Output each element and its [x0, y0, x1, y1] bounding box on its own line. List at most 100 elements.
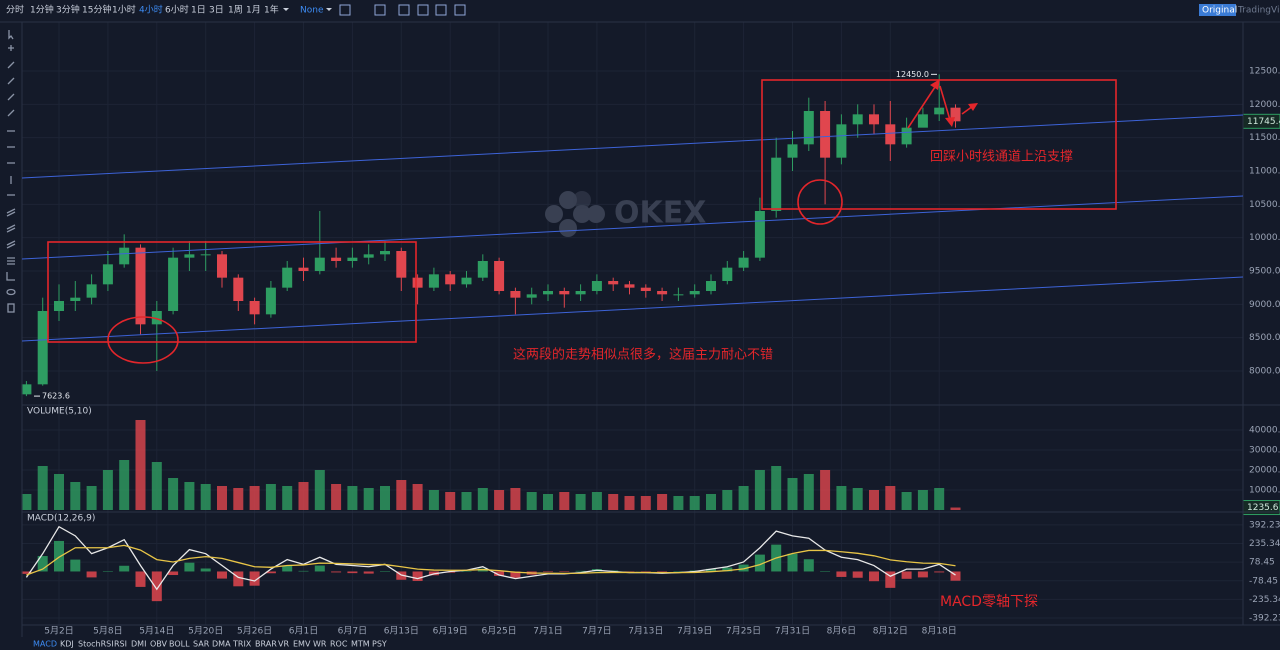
tool-icon[interactable] [7, 77, 15, 85]
volume-bar [917, 490, 928, 510]
volume-bar [591, 492, 602, 510]
macd-histogram-bar [347, 571, 358, 574]
candle-body [249, 301, 260, 315]
interval-button[interactable]: 6小时 [165, 4, 189, 16]
y-tick-label: 30000.00 [1249, 446, 1280, 456]
style-select[interactable]: None [300, 6, 324, 16]
indicator-tab[interactable]: PSY [372, 640, 387, 649]
candle-body [102, 264, 113, 285]
indicator-tab[interactable]: MTM [351, 640, 370, 649]
interval-button[interactable]: 3分钟 [56, 4, 80, 16]
interval-button[interactable]: 1周 [228, 5, 243, 16]
dropdown-caret[interactable] [283, 8, 289, 11]
tool-icon[interactable] [8, 30, 14, 40]
dropdown-caret[interactable] [326, 8, 332, 11]
highlight-box [47, 241, 417, 343]
x-tick-label: 6月13日 [384, 626, 419, 637]
tool-icon[interactable] [6, 208, 16, 217]
volume-bar [852, 488, 863, 510]
indicator-tab[interactable]: ROC [330, 640, 348, 649]
macd-line [26, 544, 956, 576]
interval-button[interactable]: 1年 [264, 4, 279, 16]
interval-button[interactable]: 15分钟 [82, 4, 111, 16]
channel-line [21, 276, 1244, 342]
indicator-tab[interactable]: WR [313, 640, 327, 649]
x-tick-label: 8月6日 [827, 626, 856, 637]
candle-body [477, 261, 488, 278]
tool-icon[interactable] [7, 61, 15, 69]
interval-button[interactable]: 4小时 [139, 4, 163, 16]
candle-body [412, 277, 423, 288]
tool-icon[interactable] [6, 288, 16, 296]
indicator-tab[interactable]: StochRSI [78, 640, 114, 649]
candle-body [820, 111, 831, 158]
tool-icon[interactable] [6, 224, 16, 233]
indicator-tab[interactable]: RSI [114, 640, 127, 649]
indicator-tab[interactable]: SAR [193, 640, 210, 649]
x-tick-label: 6月25日 [482, 626, 517, 637]
indicator-tab[interactable]: BRAR [255, 640, 277, 649]
indicator-tab[interactable]: DMA [212, 640, 231, 649]
tool-icon[interactable] [7, 303, 15, 313]
y-tick-label: 20000.00 [1249, 466, 1280, 476]
tool-icon[interactable] [7, 109, 15, 117]
candle-body [787, 144, 798, 158]
toolbar-icon[interactable] [435, 4, 447, 16]
toolbar-icon[interactable] [454, 4, 466, 16]
candle-body [869, 114, 879, 125]
volume-bar [70, 482, 81, 510]
candle-body [168, 257, 179, 311]
volume-bar [233, 488, 244, 510]
toolbar-icon[interactable] [374, 4, 386, 16]
indicator-tab[interactable]: BOLL [169, 640, 190, 649]
indicator-tab[interactable]: KDJ [60, 640, 74, 649]
last-volume-label: 1235.6 [1247, 503, 1279, 513]
interval-button[interactable]: 3日 [209, 5, 224, 16]
interval-button[interactable]: 分时 [6, 4, 24, 16]
volume-bar [217, 486, 227, 510]
macd-histogram-bar [836, 571, 847, 577]
indicator-tab[interactable]: TRIX [232, 640, 252, 649]
tool-icon[interactable] [8, 45, 14, 51]
tool-icon[interactable] [7, 93, 15, 101]
view-button-bg[interactable] [1199, 4, 1236, 16]
candle-body [901, 127, 912, 145]
pane-title: VOLUME(5,10) [27, 407, 92, 417]
y-tick-label: 12500.0 [1249, 67, 1280, 77]
candle-body [657, 291, 668, 295]
macd-histogram-bar [624, 571, 635, 572]
candle-body [21, 384, 32, 395]
tool-icon[interactable] [6, 272, 15, 281]
toolbar-icon[interactable] [398, 4, 410, 16]
candle-body [836, 124, 847, 158]
channel-line [21, 114, 1244, 179]
tool-icon[interactable] [7, 257, 15, 265]
interval-button[interactable]: 1分钟 [30, 4, 54, 16]
marks-layer: 8000.0 8500.0 9000.0 9500.0 10000.0 10500.0 11… [21, 67, 1280, 637]
indicator-tab[interactable]: MACD [33, 640, 57, 649]
x-tick-label: 7月1日 [533, 626, 562, 637]
indicator-tab[interactable]: DMI [131, 640, 146, 649]
volume-bar [298, 482, 309, 510]
volume-bar [640, 496, 651, 510]
view-button[interactable]: TradingView [1237, 6, 1280, 16]
macd-histogram-bar [119, 565, 130, 572]
toolbar-icon[interactable] [339, 4, 351, 16]
macd-histogram-bar [575, 570, 586, 572]
arrow [939, 85, 951, 121]
annotation: 这两段的走势相似点很多，这届主力耐心不错 [513, 347, 773, 363]
indicator-tab[interactable]: OBV [150, 640, 168, 649]
toolbar-icon[interactable] [417, 4, 429, 16]
macd-histogram-bar [151, 571, 162, 602]
indicator-tab[interactable]: EMV [293, 640, 311, 649]
volume-bar [86, 486, 97, 510]
view-button[interactable]: Original [1202, 6, 1237, 16]
candle-body [380, 251, 390, 255]
indicator-tab[interactable]: VR [278, 640, 289, 649]
interval-button[interactable]: 1月 [246, 5, 261, 16]
macd-histogram-bar [494, 571, 505, 576]
interval-button[interactable]: 1小时 [112, 4, 136, 16]
interval-button[interactable]: 1日 [191, 5, 206, 16]
tool-icon[interactable] [6, 240, 16, 249]
